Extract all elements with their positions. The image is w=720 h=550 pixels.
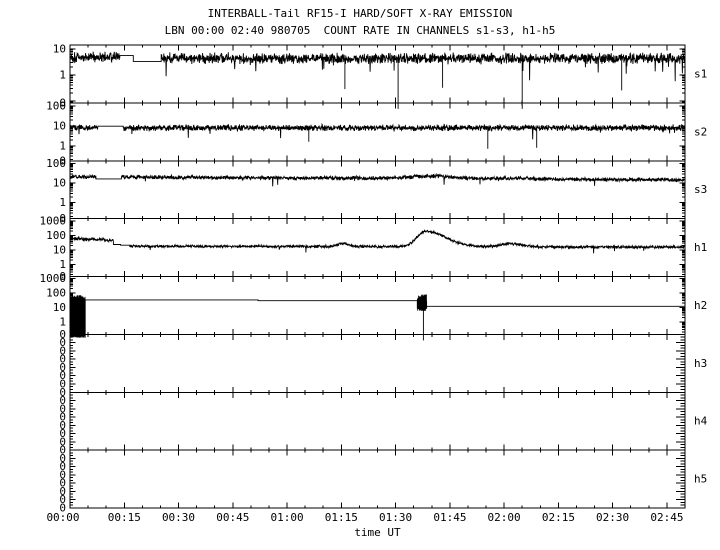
x-tick-label: 02:45 [650,511,683,524]
series [69,51,686,341]
panel-border-s1 [69,44,686,104]
x-tick-label: 01:45 [433,511,466,524]
y-tick-label-zero: 0 [59,270,66,283]
panel-border-s2 [69,102,686,162]
y-tick-label: 1000 [40,215,67,228]
x-tick-label: 01:15 [325,511,358,524]
channel-label-h2: h2 [694,299,707,312]
y-tick-label: 1 [59,315,66,328]
y-tick-label: 1 [59,196,66,209]
y-tick-label-zero: 0 [59,369,66,382]
y-tick-label-zero: 0 [59,419,66,432]
y-tick-label-zero: 0 [59,411,66,424]
y-tick-label: 10 [53,301,66,314]
chart-subtitle: LBN 00:00 02:40 980705 COUNT RATE IN CHA… [164,24,556,37]
y-tick-label-zero: 0 [59,394,66,407]
channel-label-h3: h3 [694,357,707,370]
y-tick-label-zero: 0 [59,427,66,440]
y-tick-label-zero: 0 [59,444,66,457]
y-tick-label-zero: 0 [59,468,66,481]
y-tick-label-zero: 0 [59,328,66,341]
channel-label-h1: h1 [694,241,707,254]
y-tick-label-zero: 0 [59,96,66,109]
y-tick-label-zero: 0 [59,435,66,448]
y-tick-label-zero: 0 [59,336,66,349]
axes [69,44,686,509]
y-tick-label-zero: 0 [59,502,66,515]
x-tick-label: 00:30 [162,511,195,524]
y-tick-label: 10 [53,244,66,257]
y-tick-label-zero: 0 [59,212,66,225]
x-tick-label: 02:15 [542,511,575,524]
x-axis-label: time UT [354,526,401,539]
y-tick-label-zero: 0 [59,493,66,506]
y-tick-label-zero: 0 [59,344,66,357]
x-tick-label: 02:00 [488,511,521,524]
x-tick-label: 00:00 [46,511,79,524]
x-tick-label: 00:45 [216,511,249,524]
panel-border-h3 [69,333,686,393]
series-s3 [69,172,686,187]
series-h1 [69,229,685,254]
x-tick-label: 01:30 [379,511,412,524]
panel-border-s3 [69,160,686,220]
y-tick-label: 1000 [40,272,67,285]
x-tick-label: 01:00 [271,511,304,524]
y-tick-label-zero: 0 [59,402,66,415]
y-tick-label-zero: 0 [59,452,66,465]
y-tick-label: 10 [53,42,66,55]
y-tick-label: 1 [59,68,66,81]
series-s1 [69,51,686,109]
y-tick-label: 10 [53,119,66,132]
y-tick-label-zero: 0 [59,378,66,391]
y-tick-label-zero: 0 [59,361,66,374]
y-tick-label: 100 [46,99,66,112]
y-tick-label-zero: 0 [59,485,66,498]
y-tick-label: 100 [46,229,66,242]
channel-label-h4: h4 [694,415,708,428]
series-s2 [69,122,686,149]
x-tick-label: 02:30 [596,511,629,524]
panel-border-h5 [69,449,686,509]
y-tick-label: 10 [53,177,66,190]
channel-label-s1: s1 [694,67,707,80]
x-tick-label: 00:15 [108,511,141,524]
channel-label-s3: s3 [694,183,707,196]
series-h2 [69,294,685,341]
y-tick-label-zero: 0 [59,386,66,399]
y-tick-label: 100 [46,157,66,170]
y-tick-label-zero: 0 [59,460,66,473]
chart-title: INTERBALL-Tail RF15-I HARD/SOFT X-RAY EM… [207,7,513,20]
panel-border-h2 [69,276,686,335]
y-tick-label: 1 [59,139,66,152]
channel-label-h5: h5 [694,473,707,486]
y-tick-label-zero: 0 [59,477,66,490]
y-tick-label-zero: 0 [59,154,66,167]
axis-labels: 1010s11001010s21001010s310001001010h1100… [40,42,708,524]
y-tick-label-zero: 0 [59,353,66,366]
panel-border-h4 [69,391,686,451]
channel-label-s2: s2 [694,125,707,138]
y-tick-label: 1 [59,258,66,271]
y-tick-label: 100 [46,287,66,300]
